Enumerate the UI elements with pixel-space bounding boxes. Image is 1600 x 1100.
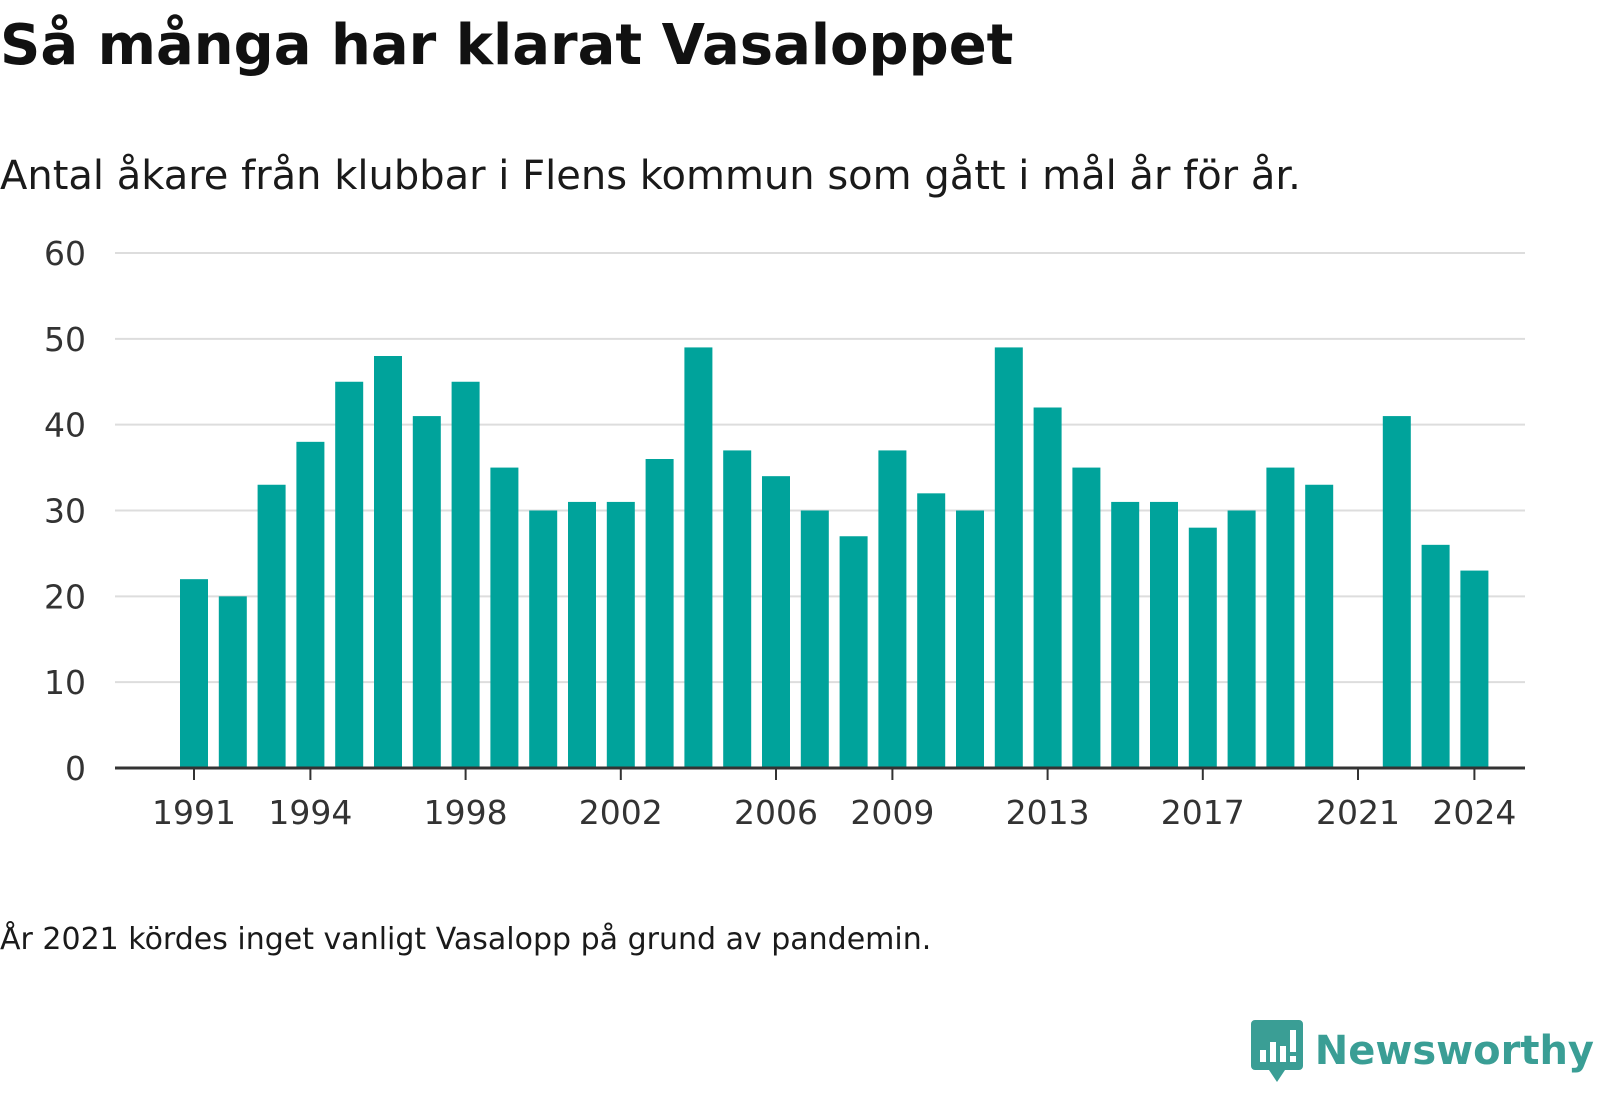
y-tick-label: 30	[44, 492, 86, 531]
bars	[180, 347, 1489, 768]
footnote: År 2021 kördes inget vanligt Vasalopp på…	[0, 922, 932, 957]
bar-chart: 0 10 20 30 40 50 60 1991 1994 1998 2002 2006 2009 20…	[44, 234, 1525, 832]
x-tick-label: 1998	[424, 793, 508, 832]
chart-subtitle: Antal åkare från klubbar i Flens kommun …	[0, 153, 1301, 199]
bar-2007	[800, 510, 829, 768]
x-tick-label: 1991	[152, 793, 236, 832]
bar-1996	[374, 356, 402, 768]
y-tick-label: 60	[44, 234, 86, 273]
x-tick-label: 2009	[850, 793, 934, 832]
bar-1994	[296, 441, 325, 768]
bar-2009	[878, 450, 907, 768]
brand-logo: Newsworthy	[1250, 1020, 1594, 1082]
x-tick-label: 2021	[1316, 793, 1400, 832]
bar-2000	[529, 510, 558, 768]
bar-2017	[1188, 527, 1217, 768]
bar-1999	[490, 467, 519, 768]
x-tick-label: 2017	[1161, 793, 1245, 832]
bar-2022	[1382, 416, 1411, 768]
chart-title: Så många har klarat Vasaloppet	[0, 13, 1014, 78]
x-tick-label: 2013	[1006, 793, 1090, 832]
x-axis: 1991 1994 1998 2002 2006 2009 2013 2017 2021 2024	[115, 766, 1525, 832]
y-tick-label: 0	[65, 749, 86, 788]
bar-2005	[723, 450, 752, 768]
bar-1991	[180, 579, 208, 768]
bar-2004	[684, 347, 713, 768]
bar-2019	[1266, 467, 1295, 768]
bar-2013	[1033, 407, 1062, 768]
bar-2001	[568, 501, 596, 768]
brand-name: Newsworthy	[1314, 1028, 1594, 1074]
y-tick-label: 50	[44, 320, 86, 359]
y-tick-label: 20	[44, 577, 86, 616]
y-tick-label: 10	[44, 663, 86, 702]
bar-2006	[762, 476, 790, 768]
bar-1998	[451, 381, 480, 768]
bar-1992	[218, 596, 247, 768]
bar-2011	[956, 510, 984, 768]
bar-2018	[1227, 510, 1256, 768]
bar-2024	[1460, 570, 1489, 768]
bar-2012	[994, 347, 1023, 768]
x-tick-label: 2006	[734, 793, 818, 832]
bar-2010	[917, 493, 946, 768]
bar-2002	[606, 501, 635, 768]
bar-2008	[839, 536, 868, 768]
bar-2020	[1305, 484, 1334, 768]
bar-2014	[1072, 467, 1101, 768]
bar-2023	[1421, 544, 1450, 768]
bar-2016	[1150, 501, 1178, 768]
newsworthy-logo-icon	[1250, 1020, 1303, 1082]
bar-1993	[257, 484, 286, 768]
x-tick-label: 2002	[579, 793, 663, 832]
x-tick-label: 1994	[268, 793, 352, 832]
bar-2015	[1111, 501, 1140, 768]
bar-1995	[335, 381, 364, 768]
bar-1997	[412, 416, 441, 768]
y-tick-label: 40	[44, 406, 86, 445]
x-tick-label: 2024	[1432, 793, 1516, 832]
y-axis-labels: 0 10 20 30 40 50 60	[44, 234, 86, 788]
bar-2003	[645, 459, 674, 768]
